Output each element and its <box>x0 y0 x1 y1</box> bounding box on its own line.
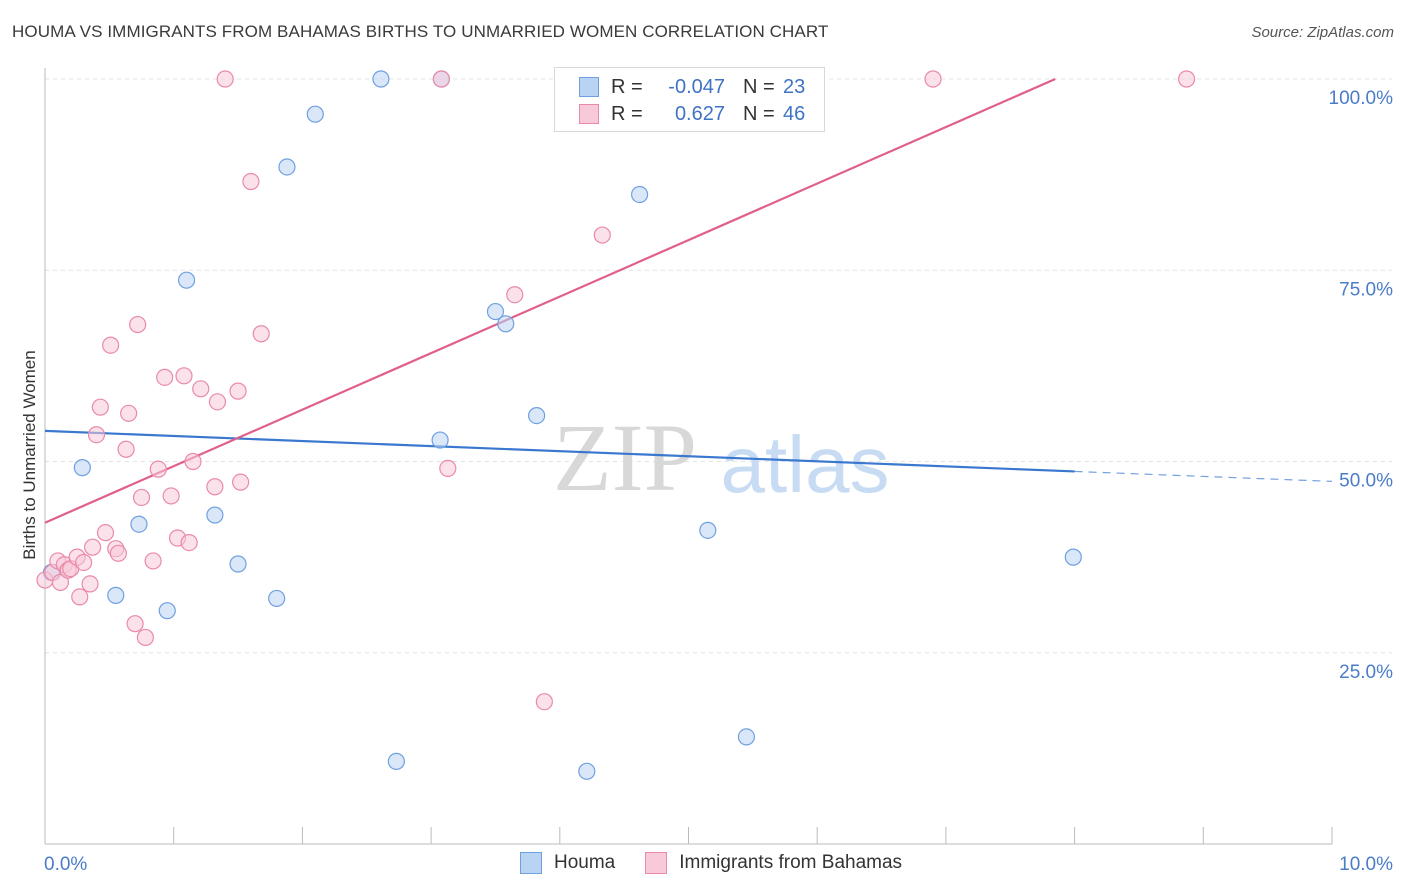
point-houma <box>578 762 596 780</box>
trend-line-houma-extension <box>1074 470 1333 482</box>
point-houma <box>372 70 390 88</box>
point-bahamas <box>208 393 227 411</box>
point-houma <box>130 515 148 533</box>
watermark-atlas: atlas <box>721 420 890 509</box>
y-tick-label: 75.0% <box>1339 279 1393 300</box>
point-houma <box>278 158 296 176</box>
watermark: ZIP atlas <box>553 404 889 511</box>
point-bahamas <box>206 478 224 496</box>
point-bahamas <box>432 70 450 88</box>
legend-r-label: R = <box>611 75 643 98</box>
point-bahamas <box>252 325 270 343</box>
legend-r-label: R = <box>611 102 643 125</box>
point-bahamas <box>144 552 162 570</box>
point-bahamas <box>242 172 260 191</box>
point-houma <box>1064 548 1082 566</box>
legend-swatch-bahamas <box>579 104 599 124</box>
tick-labels: 100.0% 75.0% 50.0% 25.0% 0.0% 10.0% <box>44 88 1393 875</box>
legend-row-houma: R = -0.047 N = 23 <box>579 74 805 100</box>
point-bahamas <box>51 573 70 591</box>
legend-n-label: N = <box>743 75 775 98</box>
y-tick-label: 50.0% <box>1339 471 1393 492</box>
point-bahamas <box>117 440 135 458</box>
point-bahamas <box>75 553 93 572</box>
legend: R = -0.047 N = 23 R = 0.627 N = 46 <box>554 67 825 132</box>
point-bahamas <box>535 693 553 711</box>
data-points <box>36 70 1196 780</box>
point-houma <box>387 752 405 770</box>
point-bahamas <box>184 452 202 471</box>
point-bahamas <box>232 473 250 491</box>
point-bahamas <box>162 487 180 505</box>
point-houma <box>630 185 649 204</box>
trend-lines <box>44 77 1333 524</box>
point-houma <box>206 506 224 524</box>
point-bahamas <box>87 426 106 444</box>
bottom-legend-swatch-bahamas <box>645 852 668 874</box>
point-bahamas <box>593 226 611 244</box>
point-bahamas <box>71 588 89 606</box>
legend-r-value: 0.627 <box>674 102 725 125</box>
point-bahamas <box>84 538 102 556</box>
point-bahamas <box>924 70 942 88</box>
point-bahamas <box>120 404 138 422</box>
y-tick-label: 100.0% <box>1329 88 1394 109</box>
bottom-legend: Houma Immigrants from Bahamas <box>520 852 932 874</box>
point-bahamas <box>156 368 174 386</box>
point-bahamas <box>102 336 120 354</box>
point-bahamas <box>180 533 198 552</box>
point-houma <box>699 521 717 539</box>
legend-r-value: -0.047 <box>668 75 725 98</box>
point-houma <box>737 728 756 746</box>
point-bahamas <box>192 380 210 398</box>
point-bahamas <box>216 70 234 88</box>
chart-title: HOUMA VS IMMIGRANTS FROM BAHAMAS BIRTHS … <box>12 22 829 41</box>
bottom-legend-label-bahamas: Immigrants from Bahamas <box>679 852 903 873</box>
axes <box>44 68 1333 845</box>
point-bahamas <box>81 575 99 593</box>
point-houma <box>431 431 449 449</box>
bottom-legend-houma: Houma <box>520 852 615 874</box>
bottom-legend-swatch-houma <box>520 852 542 874</box>
x-tick-label: 10.0% <box>1339 854 1393 875</box>
trend-line-bahamas <box>44 77 1056 524</box>
trend-line-houma <box>44 429 1075 473</box>
point-houma <box>268 589 286 608</box>
point-houma <box>158 602 176 620</box>
point-bahamas <box>229 382 247 400</box>
gridlines <box>45 78 1392 654</box>
point-bahamas <box>129 315 147 334</box>
point-bahamas <box>91 398 109 416</box>
point-houma <box>73 459 91 477</box>
y-tick-label: 25.0% <box>1339 662 1393 683</box>
point-bahamas <box>132 488 151 507</box>
point-bahamas <box>109 544 127 562</box>
bottom-legend-label-houma: Houma <box>554 852 616 873</box>
source-label: Source: ZipAtlas.com <box>1251 24 1394 41</box>
legend-row-bahamas: R = 0.627 N = 46 <box>579 101 805 127</box>
point-bahamas <box>126 615 144 633</box>
point-bahamas <box>439 459 457 477</box>
legend-swatch-houma <box>579 77 599 97</box>
point-bahamas <box>149 460 167 478</box>
point-houma <box>306 105 324 123</box>
legend-n-value: 23 <box>783 75 806 98</box>
point-houma <box>107 586 125 604</box>
bottom-legend-bahamas: Immigrants from Bahamas <box>645 852 902 874</box>
point-bahamas <box>96 524 115 542</box>
point-bahamas <box>175 367 193 385</box>
point-bahamas <box>506 286 524 304</box>
point-houma <box>528 407 546 425</box>
point-houma <box>229 555 247 573</box>
point-houma <box>497 315 515 333</box>
point-houma <box>486 302 505 321</box>
legend-n-value: 46 <box>783 102 806 125</box>
watermark-zip: ZIP <box>553 404 697 511</box>
point-houma <box>177 271 196 289</box>
point-bahamas <box>1177 70 1196 88</box>
legend-n-label: N = <box>743 102 775 125</box>
point-bahamas <box>136 628 154 647</box>
x-tick-label: 0.0% <box>44 854 87 875</box>
